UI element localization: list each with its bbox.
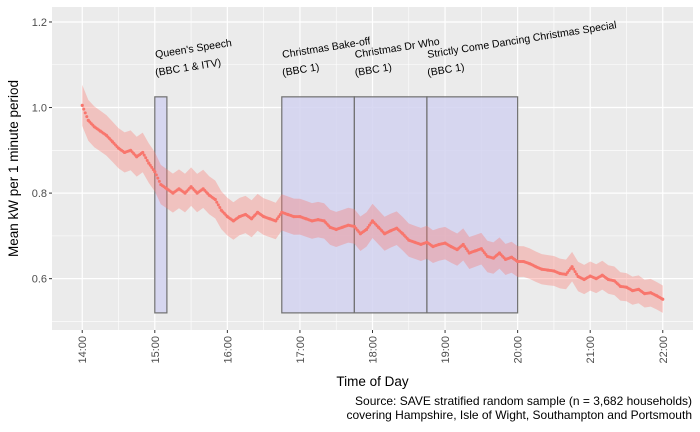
data-point bbox=[141, 150, 145, 155]
x-tick-label: 22:00 bbox=[658, 336, 670, 364]
data-point bbox=[142, 153, 146, 157]
x-tick-label: 20:00 bbox=[513, 336, 525, 364]
data-point bbox=[461, 242, 465, 247]
data-point bbox=[83, 111, 87, 115]
x-axis: 14:00 15:00 16:00 17:00 18:00 19:00 20:00 21:00… bbox=[77, 330, 670, 364]
highlight-box bbox=[154, 96, 168, 314]
data-point bbox=[80, 103, 84, 107]
data-point bbox=[213, 197, 217, 202]
data-point bbox=[144, 156, 148, 160]
caption-line-1: Source: SAVE stratified random sample (n… bbox=[355, 394, 692, 408]
annotation-label: (BBC 1) bbox=[354, 61, 393, 79]
data-point bbox=[277, 215, 281, 219]
x-tick-label: 19:00 bbox=[440, 336, 452, 364]
data-point bbox=[364, 227, 369, 232]
data-point bbox=[148, 163, 152, 167]
x-tick-label: 15:00 bbox=[150, 336, 162, 364]
x-tick-label: 18:00 bbox=[368, 336, 380, 364]
annotation-label: (BBC 1) bbox=[281, 61, 320, 79]
data-point bbox=[575, 272, 579, 276]
data-point bbox=[572, 267, 576, 271]
data-point bbox=[153, 170, 157, 174]
data-point bbox=[367, 223, 371, 227]
y-axis: 0.6 0.8 1.0 1.2 bbox=[32, 17, 52, 286]
data-point bbox=[274, 219, 278, 223]
data-point bbox=[154, 173, 158, 177]
x-tick-label: 17:00 bbox=[295, 336, 307, 364]
data-point bbox=[156, 176, 160, 180]
y-axis-title: Mean kW per 1 minute period bbox=[6, 80, 21, 257]
y-tick-label: 1.0 bbox=[32, 103, 47, 115]
confidence-band bbox=[82, 84, 663, 313]
programme-highlights bbox=[154, 96, 519, 314]
data-point bbox=[464, 247, 468, 251]
y-tick-label: 0.8 bbox=[32, 188, 47, 200]
y-tick-label: 0.6 bbox=[32, 274, 47, 286]
x-tick-label: 16:00 bbox=[222, 336, 234, 364]
annotation-label: (BBC 1) bbox=[427, 61, 466, 79]
data-points bbox=[80, 103, 665, 301]
data-point bbox=[215, 200, 219, 204]
y-tick-label: 1.2 bbox=[32, 17, 47, 29]
data-point bbox=[570, 265, 574, 269]
x-axis-title: Time of Day bbox=[336, 374, 409, 389]
data-point bbox=[157, 179, 161, 183]
data-point bbox=[275, 217, 279, 221]
data-point bbox=[573, 270, 577, 274]
highlight-box bbox=[353, 96, 428, 314]
caption-line-2: covering Hampshire, Isle of Wight, South… bbox=[346, 408, 692, 422]
data-point bbox=[216, 203, 220, 207]
data-point bbox=[661, 297, 665, 301]
data-point bbox=[82, 107, 86, 111]
x-tick-label: 14:00 bbox=[77, 336, 89, 364]
data-point bbox=[366, 225, 370, 229]
data-point bbox=[85, 115, 89, 119]
data-point bbox=[147, 161, 151, 165]
data-point bbox=[145, 158, 149, 162]
data-point bbox=[150, 165, 154, 169]
highlight-box bbox=[426, 96, 519, 314]
data-point bbox=[463, 245, 467, 249]
x-tick-label: 21:00 bbox=[585, 336, 597, 364]
data-point bbox=[218, 206, 222, 210]
